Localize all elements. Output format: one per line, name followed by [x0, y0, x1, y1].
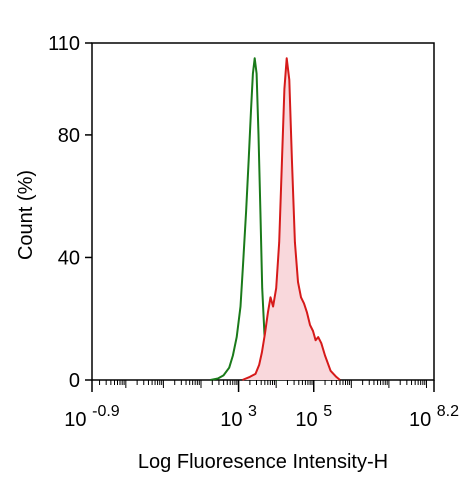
y-tick-label: 0 [69, 370, 80, 392]
y-tick-label: 40 [58, 247, 80, 269]
y-axis-label: Count (%) [15, 170, 37, 260]
y-tick-label: 110 [48, 33, 80, 55]
x-tick-label: 10 3 [220, 403, 257, 431]
x-tick-label: 10 -0.9 [64, 403, 119, 431]
y-axis: 0 40 80 110 [48, 33, 92, 392]
plot-frame [91, 42, 435, 381]
x-axis: 10 -0.9 10 3 10 5 10 8.2 [64, 380, 459, 431]
x-tick-label: 10 8.2 [409, 403, 459, 431]
x-axis-label: Log Fluoresence Intensity-H [138, 451, 388, 473]
histogram-0-line [210, 57, 279, 381]
series-layer [210, 57, 341, 381]
histogram-1-area [242, 58, 340, 381]
x-minor-ticks [99, 380, 427, 388]
y-tick-label: 80 [58, 125, 80, 147]
x-tick-label: 10 5 [295, 403, 332, 431]
histogram-1-line [241, 57, 341, 381]
